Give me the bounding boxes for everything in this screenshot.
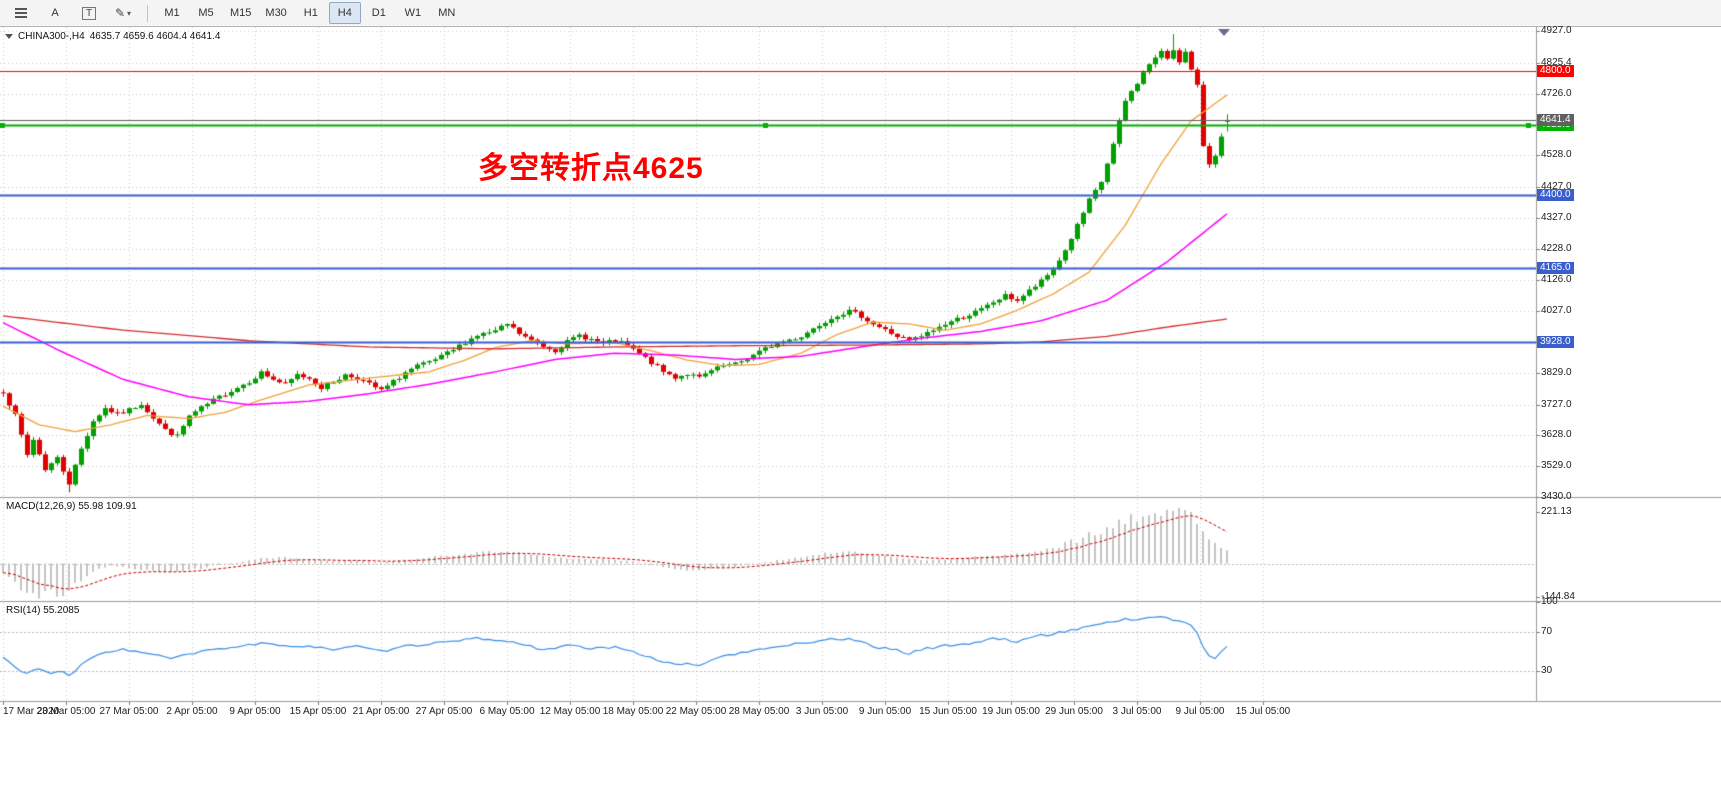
price-chart-canvas[interactable] <box>0 27 1721 792</box>
price-level-badge: 3928.0 <box>1537 335 1574 348</box>
rsi-axis-label: 70 <box>1541 625 1553 637</box>
price-axis-label: 3628.0 <box>1541 429 1572 441</box>
time-axis-label: 15 Apr 05:00 <box>289 706 347 717</box>
chart-symbol-label: CHINA300-,H4 <box>18 31 85 42</box>
timeframe-m30-button[interactable]: M30 <box>265 7 287 19</box>
charts-list-button[interactable] <box>5 2 37 24</box>
timeframe-h4-button[interactable]: H4 <box>328 2 361 24</box>
time-axis-label: 3 Jul 05:00 <box>1112 706 1162 717</box>
macd-axis-label: -144.84 <box>1541 591 1575 603</box>
time-axis-label: 29 Jun 05:00 <box>1045 706 1103 717</box>
macd-indicator-label: MACD(12,26,9) 55.98 109.91 <box>6 501 137 512</box>
price-level-badge: 4400.0 <box>1537 189 1574 202</box>
toolbar: A T ✎ ▾ M1 M5 M15 M30 H1 H4 D1 W1 MN <box>0 0 1721 27</box>
timeframe-m5-button[interactable]: M5 <box>198 7 214 19</box>
price-axis-label: 3829.0 <box>1541 366 1572 378</box>
list-lines-icon <box>15 8 27 18</box>
rsi-indicator-label: RSI(14) 55.2085 <box>6 605 80 616</box>
time-axis-label: 9 Jul 05:00 <box>1175 706 1225 717</box>
price-axis-label: 4726.0 <box>1541 87 1572 99</box>
chart-area: CHINA300-,H4 4635.7 4659.6 4604.4 4641.4… <box>0 25 1721 792</box>
price-axis-label: 4528.0 <box>1541 149 1572 161</box>
timeframe-h1-button[interactable]: H1 <box>303 7 318 19</box>
timeframe-w1-button[interactable]: W1 <box>404 7 422 19</box>
time-axis-label: 9 Jun 05:00 <box>858 706 912 717</box>
price-level-badge: 4800.0 <box>1537 64 1574 77</box>
price-axis-label: 4927.0 <box>1541 25 1572 37</box>
timeframe-m1-button[interactable]: M1 <box>164 7 180 19</box>
draw-tool-button[interactable]: ✎ ▾ <box>107 2 139 24</box>
timeframe-d1-button[interactable]: D1 <box>371 7 386 19</box>
price-axis-label: 4126.0 <box>1541 274 1572 286</box>
time-axis-label: 27 Apr 05:00 <box>415 706 473 717</box>
time-axis-label: 18 May 05:00 <box>602 706 664 717</box>
time-axis-label: 21 Apr 05:00 <box>352 706 410 717</box>
time-axis-label: 27 Mar 05:00 <box>99 706 159 717</box>
chart-annotation-text[interactable]: 多空转折点4625 <box>478 152 704 185</box>
timeframe-m15-button[interactable]: M15 <box>230 7 252 19</box>
chart-ohlc-values: 4635.7 4659.6 4604.4 4641.4 <box>89 31 221 42</box>
time-axis-label: 15 Jul 05:00 <box>1235 706 1291 717</box>
price-axis-label: 4327.0 <box>1541 211 1572 223</box>
letter-a-label: A <box>51 7 59 19</box>
chevron-down-icon: ▾ <box>127 8 132 18</box>
price-axis-label: 3529.0 <box>1541 460 1572 472</box>
text-tool-button[interactable]: T <box>73 2 105 24</box>
text-t-icon: T <box>81 6 97 20</box>
time-axis-label: 12 May 05:00 <box>539 706 601 717</box>
price-axis-label: 4825.4 <box>1541 56 1572 68</box>
time-axis-label: 23 Mar 05:00 <box>36 706 96 717</box>
price-level-badge: 4165.0 <box>1537 262 1574 275</box>
price-axis-label: 4427.0 <box>1541 180 1572 192</box>
macd-axis-label: 221.13 <box>1541 505 1572 517</box>
price-axis-label: 3430.0 <box>1541 491 1572 502</box>
time-axis-label: 2 Apr 05:00 <box>166 706 218 717</box>
pencil-icon: ✎ <box>114 6 126 20</box>
price-axis-label: 4027.0 <box>1541 305 1572 317</box>
time-axis-label: 22 May 05:00 <box>665 706 727 717</box>
chart-collapse-arrow-icon[interactable] <box>5 34 13 39</box>
toolbar-separator <box>147 4 148 22</box>
font-tool-button[interactable]: A <box>39 2 71 24</box>
time-axis-label: 17 Mar 2020 <box>3 706 60 717</box>
rsi-axis-label: 100 <box>1541 596 1558 607</box>
time-axis-label: 6 May 05:00 <box>479 706 535 717</box>
current-price-badge: 4641.4 <box>1537 113 1574 126</box>
price-axis-label: 3727.0 <box>1541 398 1572 410</box>
time-axis-label: 3 Jun 05:00 <box>795 706 849 717</box>
chart-title: CHINA300-,H4 4635.7 4659.6 4604.4 4641.4 <box>5 31 220 42</box>
price-axis-label: 4228.0 <box>1541 242 1572 254</box>
time-axis-label: 9 Apr 05:00 <box>229 706 281 717</box>
rsi-axis-label: 30 <box>1541 665 1553 677</box>
timeframe-mn-button[interactable]: MN <box>438 7 456 19</box>
time-axis-label: 28 May 05:00 <box>728 706 790 717</box>
time-axis-label: 15 Jun 05:00 <box>919 706 977 717</box>
time-axis-label: 19 Jun 05:00 <box>982 706 1040 717</box>
